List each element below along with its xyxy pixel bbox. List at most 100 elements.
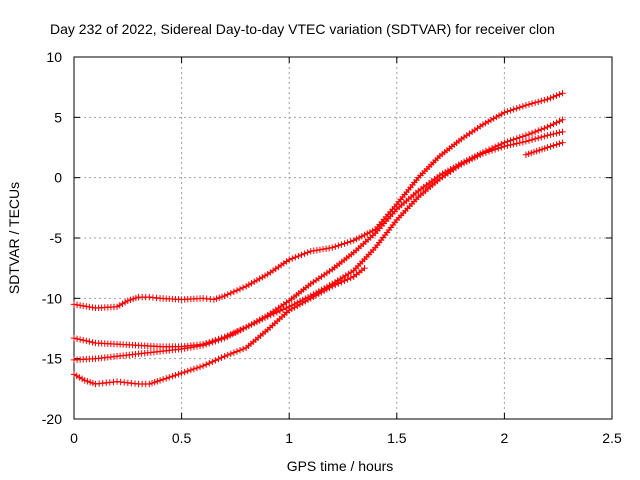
x-tick-label: 1 — [285, 430, 293, 446]
data-point-marker — [541, 96, 548, 104]
data-point-marker — [129, 295, 137, 303]
data-point-marker — [522, 138, 530, 145]
data-point-marker — [541, 124, 548, 132]
series-line — [73, 92, 563, 309]
series-3 — [70, 128, 566, 364]
data-point-marker — [318, 289, 325, 296]
data-point-marker — [559, 128, 566, 136]
data-point-marker — [541, 133, 548, 140]
data-point-marker — [199, 342, 207, 349]
data-point-marker — [202, 361, 210, 368]
data-point-marker — [528, 149, 535, 157]
data-point-marker — [310, 247, 317, 254]
data-point-marker — [510, 106, 517, 113]
data-point-marker — [296, 301, 304, 308]
data-point-marker — [86, 303, 93, 311]
data-point-marker — [329, 283, 336, 290]
data-point-marker — [276, 307, 284, 315]
data-point-marker — [350, 237, 357, 244]
data-point-marker — [193, 364, 201, 372]
data-point-marker — [253, 277, 261, 284]
data-point-marker — [535, 134, 542, 142]
data-point-marker — [338, 278, 345, 286]
data-point-marker — [289, 255, 296, 262]
data-point-marker — [522, 151, 530, 158]
data-point-marker — [307, 295, 314, 302]
data-point-marker — [531, 99, 539, 106]
data-point-marker — [513, 140, 520, 147]
data-point-marker — [256, 275, 263, 282]
data-point-marker — [256, 317, 263, 324]
data-point-marker — [196, 363, 204, 371]
data-point-marker — [335, 242, 342, 249]
data-point-marker — [525, 137, 533, 144]
data-point-marker — [553, 119, 560, 126]
data-point-marker — [236, 285, 244, 293]
data-point-marker — [83, 303, 90, 310]
data-point-marker — [358, 233, 366, 240]
data-point-marker — [516, 134, 523, 141]
data-point-marker — [490, 115, 497, 122]
data-point-marker — [476, 151, 484, 159]
data-point-marker — [525, 101, 533, 108]
data-point-marker — [237, 326, 244, 334]
data-point-marker — [239, 284, 247, 291]
data-point-marker — [294, 302, 301, 310]
axis-ticks: 0 0.5 1 1.5 2 2.5 10 5 0 -5 -10 -15 -20 — [42, 49, 622, 446]
data-point-marker — [304, 296, 312, 304]
data-point-marker — [83, 337, 90, 345]
data-point-marker — [230, 288, 238, 295]
data-point-marker — [70, 301, 78, 308]
data-point-marker — [544, 132, 551, 139]
data-point-marker — [212, 357, 219, 364]
data-point-marker — [213, 295, 220, 302]
data-point-marker — [146, 380, 153, 388]
data-point-marker — [468, 155, 476, 163]
data-point-marker — [307, 248, 314, 255]
data-point-marker — [535, 127, 542, 134]
data-point-marker — [166, 374, 173, 381]
data-point-marker — [209, 339, 216, 346]
data-point-marker — [159, 376, 167, 383]
data-point-marker — [234, 328, 242, 335]
y-tick-label: 0 — [54, 170, 62, 186]
data-point-marker — [495, 112, 503, 119]
data-point-marker — [319, 246, 327, 253]
data-point-marker — [286, 256, 293, 263]
data-point-marker — [248, 280, 255, 287]
data-point-marker — [259, 315, 266, 323]
data-point-marker — [479, 121, 487, 128]
data-point-marker — [341, 277, 348, 284]
data-point-marker — [485, 118, 492, 125]
data-point-marker — [73, 372, 80, 380]
data-point-marker — [156, 377, 164, 384]
data-point-marker — [70, 371, 78, 378]
data-point-marker — [199, 362, 207, 370]
data-point-marker — [482, 119, 489, 127]
data-point-marker — [325, 244, 333, 252]
data-point-marker — [184, 367, 191, 375]
data-point-marker — [544, 96, 551, 103]
data-point-marker — [184, 344, 191, 352]
data-point-marker — [460, 159, 468, 167]
data-point-marker — [519, 138, 527, 146]
data-point-marker — [209, 358, 216, 365]
data-point-marker — [121, 299, 129, 306]
data-point-marker — [488, 147, 496, 154]
series-4 — [70, 264, 368, 388]
data-point-marker — [288, 305, 296, 313]
data-point-marker — [482, 149, 490, 156]
data-point-marker — [132, 294, 140, 302]
y-tick-label: 5 — [54, 109, 62, 125]
data-point-marker — [507, 141, 514, 149]
data-point-marker — [525, 150, 532, 158]
data-point-marker — [344, 239, 351, 246]
data-point-marker — [538, 97, 545, 105]
data-point-marker — [190, 365, 198, 373]
y-tick-label: -20 — [42, 411, 62, 427]
data-point-marker — [471, 154, 479, 161]
data-point-marker — [320, 287, 328, 294]
data-point-marker — [553, 92, 560, 99]
data-point-marker — [86, 378, 94, 386]
data-point-marker — [116, 302, 123, 309]
